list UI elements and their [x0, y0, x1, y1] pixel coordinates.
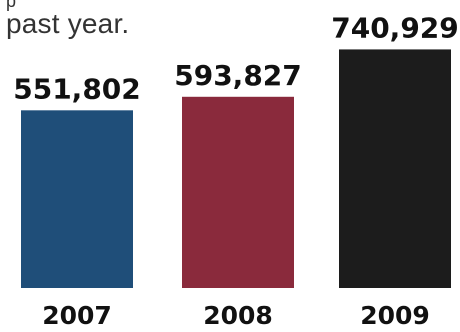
value-label-2007: 551,802: [13, 72, 141, 105]
year-labels-group: 2007 2008 2009: [42, 301, 430, 330]
value-label-2008: 593,827: [174, 59, 302, 92]
year-label-2007: 2007: [42, 301, 112, 330]
year-label-2009: 2009: [360, 301, 430, 330]
year-label-2008: 2008: [203, 301, 273, 330]
bar-2007: [21, 110, 133, 288]
value-labels-group: 551,802 593,827 740,929: [13, 11, 459, 105]
value-label-2009: 740,929: [331, 11, 459, 44]
bars-group: [21, 49, 451, 288]
caption-text: past year.: [6, 8, 130, 39]
bar-2009: [339, 49, 451, 288]
bar-2008: [182, 96, 294, 288]
caption-cut-fragment: p: [6, 0, 17, 11]
